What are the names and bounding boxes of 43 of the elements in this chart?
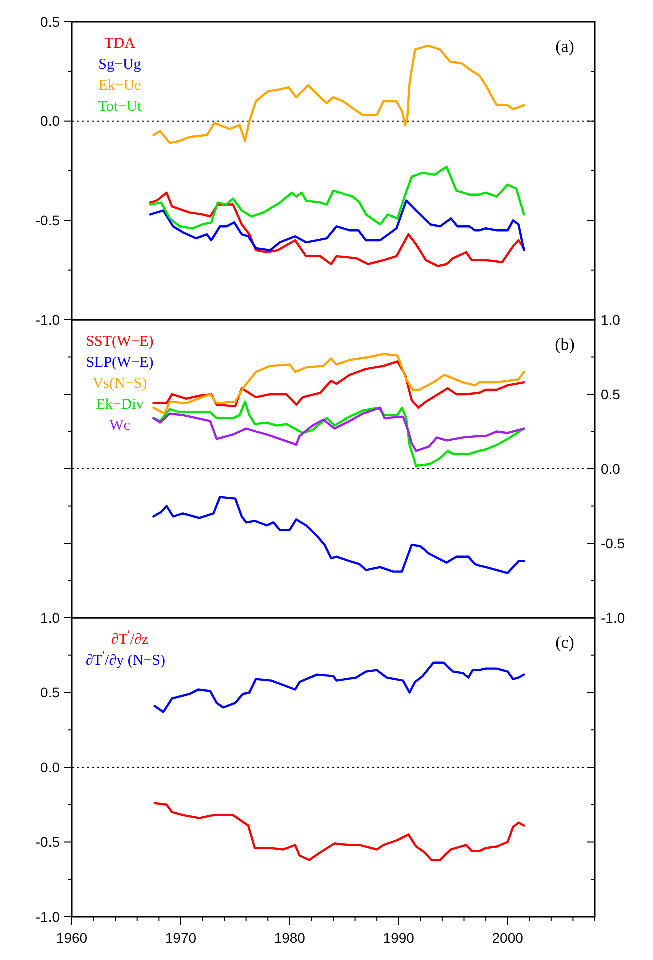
- line-series: [152, 360, 526, 410]
- text: ∂T$^{′}$/∂z: [111, 629, 149, 648]
- y-tick-label: -1.0: [36, 312, 60, 328]
- x-tick-label: 1960: [56, 930, 88, 946]
- x-tick-label: 2000: [492, 930, 524, 946]
- text: Ek−Ue: [98, 78, 142, 94]
- annotation: (a): [556, 37, 574, 56]
- y2-tick-label: -0.5: [601, 535, 626, 552]
- text: ∂T$^{′}$/∂y (N−S): [86, 650, 166, 669]
- y2-tick-label: 1.0: [601, 312, 621, 328]
- line-series: [152, 353, 526, 415]
- line-series: [149, 192, 526, 268]
- y-tick-label: 0.5: [40, 684, 60, 701]
- x-tick-label: 1980: [274, 930, 306, 946]
- x-tick-label: 1970: [165, 930, 197, 946]
- y2-tick-label: 0.5: [601, 386, 621, 402]
- text: Sg−Ug: [98, 57, 142, 73]
- y2-tick-label: -1.0: [601, 610, 626, 626]
- text: SLP(W−E): [86, 355, 154, 371]
- line-series: [152, 406, 526, 452]
- y2-tick-label: 0.0: [601, 460, 621, 477]
- line-series: [149, 200, 526, 252]
- text: Tot−Ut: [98, 99, 142, 115]
- line-series: [154, 802, 526, 862]
- line-series: [152, 400, 526, 468]
- y-tick-label: 0.0: [40, 759, 60, 776]
- y-tick-label: -0.5: [36, 212, 60, 229]
- annotation: (c): [556, 633, 574, 652]
- annotation: (b): [555, 335, 575, 354]
- y-tick-label: 0.5: [40, 14, 60, 30]
- series-label: Wc: [110, 418, 131, 434]
- text: TDA: [104, 36, 136, 52]
- x-tick-label: 1990: [383, 930, 415, 946]
- line-series: [149, 166, 526, 230]
- text: SST(W−E): [86, 334, 154, 350]
- series-label: Ek−Div: [96, 397, 144, 413]
- y-tick-label: -0.5: [36, 834, 60, 850]
- line-series: [152, 496, 526, 574]
- series-label: Vs(N−S): [92, 376, 148, 392]
- y-tick-label: 1.0: [40, 610, 60, 626]
- y-tick-label: 0.0: [40, 113, 60, 130]
- line-series: [152, 44, 526, 144]
- y-tick-label: -1.0: [36, 908, 60, 925]
